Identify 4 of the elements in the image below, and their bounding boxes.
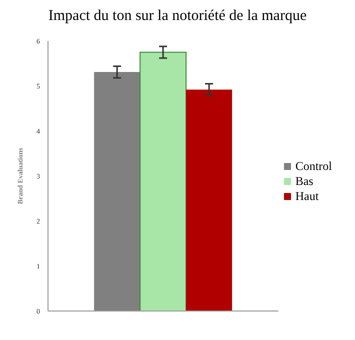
legend-label: Haut xyxy=(295,188,319,202)
legend-label: Bas xyxy=(295,174,314,188)
chart-title: Impact du ton sur la notoriété de la marque xyxy=(47,8,308,25)
legend-label: Control xyxy=(295,158,332,172)
